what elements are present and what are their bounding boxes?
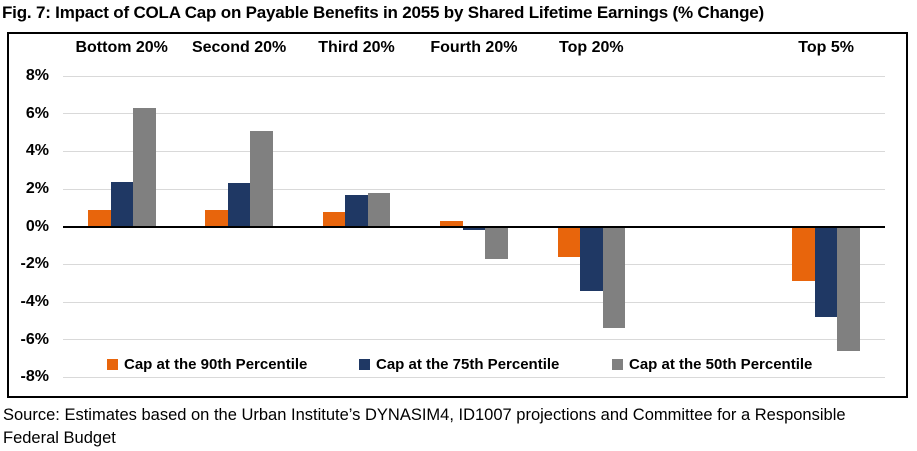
legend-marker-square <box>107 358 118 370</box>
source-line-1: Source: Estimates based on the Urban Ins… <box>3 406 846 424</box>
y-tick-label: 6% <box>25 104 49 122</box>
y-tick-label: 4% <box>25 142 49 160</box>
chart-area: 8% 6% 4% 2% 0% -2% -4% -6% -8% Bottom 20% Second 2… <box>7 32 908 398</box>
y-tick-label: 0% <box>25 217 49 235</box>
x-axis-line <box>63 225 885 228</box>
bar <box>345 194 368 227</box>
legend-item: Cap at the 90th Percentile <box>107 355 308 373</box>
figure-title: Fig. 7: Impact of COLA Cap on Payable Be… <box>2 3 764 22</box>
bar <box>205 209 228 227</box>
legend-item: Cap at the 50th Percentile <box>612 355 813 373</box>
y-tick-label: -8% <box>20 368 49 386</box>
category-label: Third 20% <box>318 39 395 56</box>
bar <box>792 226 815 282</box>
y-tick-label: -6% <box>20 330 49 348</box>
category-label: Fourth 20% <box>430 39 518 56</box>
source-line-2: Federal Budget <box>3 429 116 447</box>
category-label: Second 20% <box>191 39 287 56</box>
bar <box>88 209 111 227</box>
y-tick-label: -2% <box>20 255 49 273</box>
bar <box>133 108 156 227</box>
category-label: Top 20% <box>558 39 624 56</box>
y-tick-label: -4% <box>20 293 49 310</box>
legend-label: Cap at the 90th Percentile <box>124 355 308 373</box>
gridline <box>63 75 885 77</box>
bar <box>580 226 603 291</box>
legend-label: Cap at the 75th Percentile <box>376 355 560 373</box>
bar <box>837 226 860 351</box>
gridline <box>63 339 885 341</box>
source-note: Source: Estimates based on the Urban Ins… <box>3 404 915 450</box>
gridline <box>63 150 885 152</box>
gridline <box>63 301 885 303</box>
y-tick-label: 8% <box>25 67 49 85</box>
y-tick-label: 2% <box>25 180 49 197</box>
bar <box>227 183 251 227</box>
gridline <box>63 376 885 378</box>
legend-marker-square <box>359 358 370 370</box>
gridline <box>63 188 885 190</box>
bar <box>440 221 463 227</box>
bar <box>462 226 486 231</box>
legend-marker-square <box>612 358 623 370</box>
bar <box>602 226 626 329</box>
bar <box>814 226 838 318</box>
bar <box>557 226 581 257</box>
gridline <box>63 263 885 265</box>
bar <box>485 226 508 259</box>
bar <box>110 181 133 227</box>
category-label: Bottom 20% <box>75 39 168 56</box>
legend-item: Cap at the 75th Percentile <box>359 355 560 373</box>
legend-label: Cap at the 50th Percentile <box>629 355 813 373</box>
bar <box>250 130 273 227</box>
gridline <box>63 113 885 115</box>
category-label: Top 5% <box>798 39 854 56</box>
bar <box>322 211 346 227</box>
bar <box>367 192 391 227</box>
